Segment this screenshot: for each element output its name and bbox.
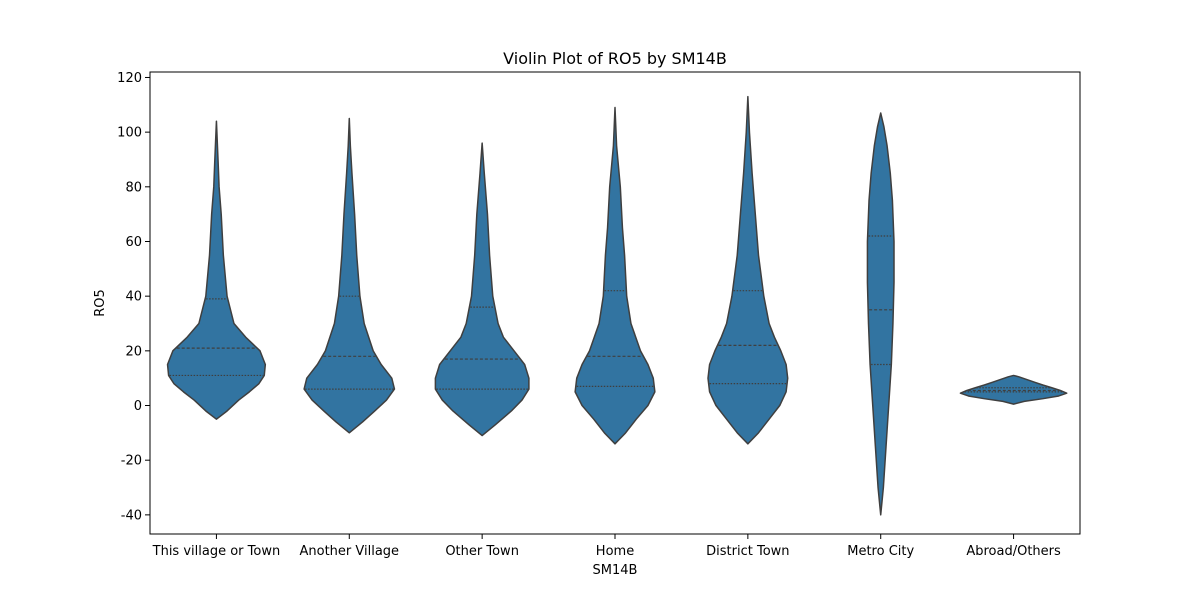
x-tick-label: Abroad/Others <box>966 544 1061 559</box>
y-axis: -40 -20 0 20 40 60 80 100 120 <box>117 71 150 523</box>
y-tick-label: 0 <box>134 399 142 414</box>
violin-body <box>434 142 530 437</box>
y-tick-label: 100 <box>117 126 142 141</box>
x-tick-label: This village or Town <box>152 544 281 559</box>
y-tick-label: 120 <box>117 71 142 86</box>
violin-body <box>707 95 789 445</box>
violin-body <box>166 120 267 420</box>
x-axis-title: SM14B <box>593 563 638 578</box>
y-tick-label: -40 <box>121 508 142 523</box>
x-axis: This village or Town Another Village Other… <box>152 534 1061 559</box>
x-tick-label: Metro City <box>847 544 914 559</box>
x-tick-label: Home <box>596 544 634 559</box>
plot-area <box>166 95 1068 516</box>
y-tick-label: 60 <box>125 235 142 250</box>
violin-body <box>574 106 656 445</box>
x-tick-label: District Town <box>706 544 789 559</box>
y-tick-label: 40 <box>125 290 142 305</box>
violin-body <box>866 112 895 516</box>
y-tick-label: 80 <box>125 180 142 195</box>
y-axis-title: RO5 <box>93 289 108 317</box>
x-tick-label: Other Town <box>445 544 519 559</box>
y-tick-label: 20 <box>125 344 142 359</box>
y-tick-label: -20 <box>121 454 142 469</box>
x-tick-label: Another Village <box>300 544 400 559</box>
plot-frame <box>149 71 1081 535</box>
violin-body <box>303 117 396 434</box>
violin-body <box>959 374 1068 405</box>
chart-title: Violin Plot of RO5 by SM14B <box>503 49 727 68</box>
